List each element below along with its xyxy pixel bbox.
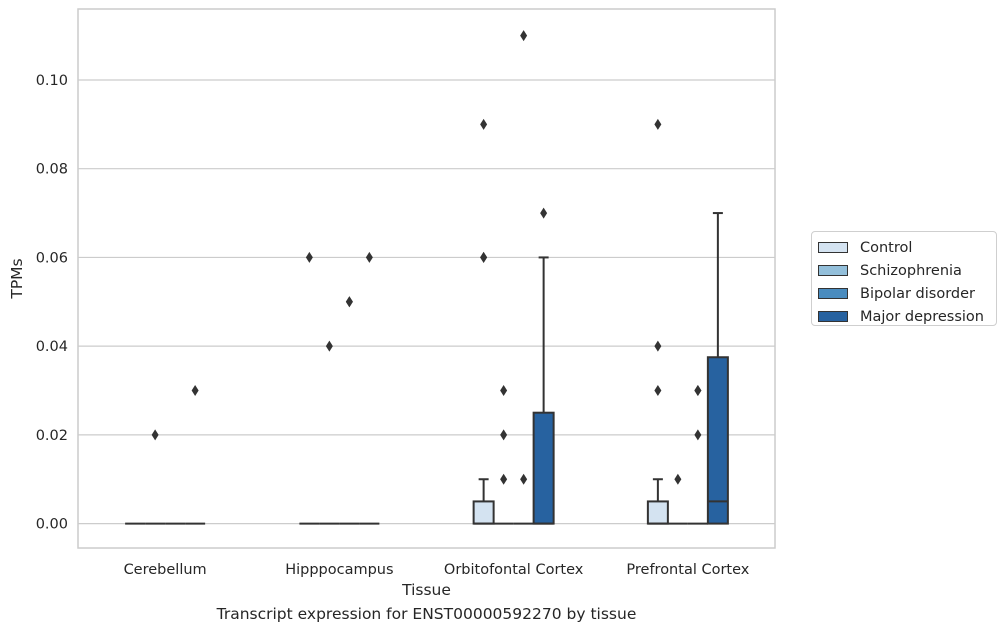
x-tick-label: Prefrontal Cortex: [626, 562, 749, 578]
legend-item: Bipolar disorder: [818, 282, 996, 305]
legend-item: Major depression: [818, 305, 996, 328]
x-tick-label: Orbitofontal Cortex: [444, 562, 584, 578]
outlier-point: [325, 340, 333, 352]
legend-swatch: [818, 265, 848, 276]
legend-label: Control: [860, 239, 913, 256]
outlier-point: [480, 118, 488, 130]
outlier-point: [480, 251, 488, 263]
outlier-point: [500, 385, 508, 397]
y-axis-label: TPMs: [8, 258, 26, 299]
y-tick-label: 0.10: [36, 73, 68, 89]
outlier-point: [500, 473, 508, 485]
legend-swatch: [818, 288, 848, 299]
outlier-point: [694, 429, 702, 441]
y-tick-label: 0.06: [36, 250, 68, 266]
outlier-point: [540, 207, 548, 219]
legend-label: Major depression: [860, 308, 984, 325]
outlier-point: [520, 473, 528, 485]
y-tick-label: 0.02: [36, 428, 68, 444]
legend-item: Schizophrenia: [818, 259, 996, 282]
plot-frame: [77, 8, 776, 549]
outlier-point: [654, 340, 662, 352]
chart-caption: Transcript expression for ENST0000059227…: [216, 605, 637, 623]
x-tick-label: Cerebellum: [124, 562, 207, 578]
outlier-point: [500, 429, 508, 441]
box-control: [646, 500, 669, 525]
outlier-point: [520, 30, 528, 42]
outlier-point: [654, 118, 662, 130]
y-tick-label: 0.00: [36, 517, 68, 533]
x-axis-label: Tissue: [401, 581, 451, 599]
legend-label: Schizophrenia: [860, 262, 962, 279]
legend-item: Control: [818, 236, 996, 259]
y-tick-label: 0.04: [36, 339, 68, 355]
box-major-depression: [706, 356, 729, 525]
box-major-depression: [532, 411, 555, 525]
outlier-point: [305, 251, 313, 263]
legend-label: Bipolar disorder: [860, 285, 975, 302]
x-tick-label: Hipppocampus: [285, 562, 393, 578]
outlier-point: [345, 296, 353, 308]
outlier-point: [365, 251, 373, 263]
outlier-point: [694, 385, 702, 397]
y-tick-label: 0.08: [36, 162, 68, 178]
legend: Control Schizophrenia Bipolar disorder Majo…: [811, 231, 997, 326]
box-control: [472, 500, 495, 525]
outlier-point: [191, 385, 199, 397]
outlier-point: [654, 385, 662, 397]
outlier-point: [674, 473, 682, 485]
legend-swatch: [818, 311, 848, 322]
outlier-point: [151, 429, 159, 441]
legend-swatch: [818, 242, 848, 253]
